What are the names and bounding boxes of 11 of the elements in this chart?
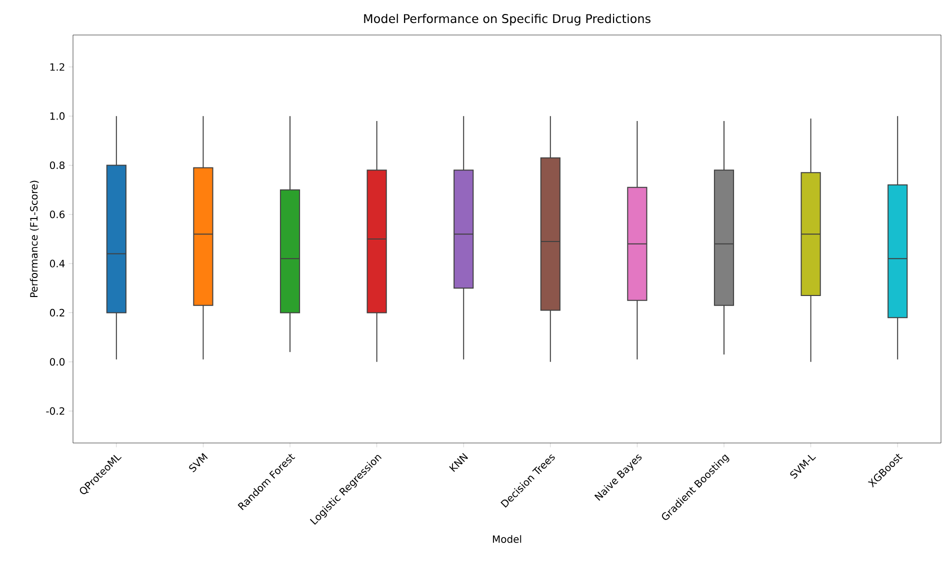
x-axis-title: Model: [492, 535, 522, 543]
y-tick-label: 0.0: [50, 358, 65, 366]
y-tick-label: 0.2: [50, 308, 64, 317]
y-axis-title: Performance (F1-Score): [30, 180, 39, 298]
y-tick-label: 1.2: [50, 63, 64, 71]
y-tick-label: 0.8: [50, 161, 65, 170]
y-tick-label: 0.6: [50, 210, 65, 218]
y-tick-label: 1.0: [50, 112, 65, 120]
y-tick-label: -0.2: [46, 407, 64, 415]
chart-title: Model Performance on Specific Drug Predictions: [364, 14, 650, 26]
y-tick-label: 0.4: [50, 260, 65, 268]
